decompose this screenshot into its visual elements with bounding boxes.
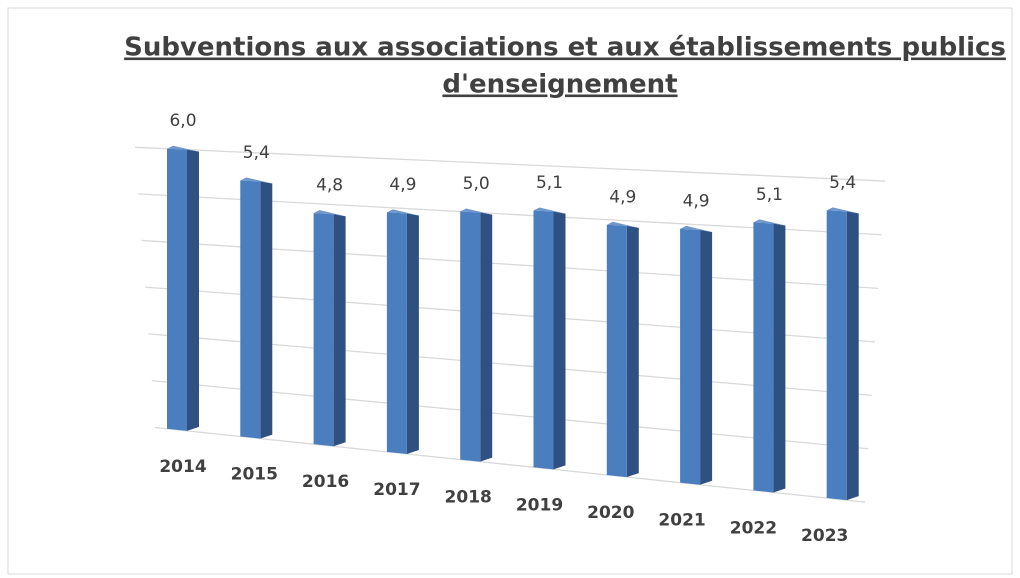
bar-face bbox=[240, 180, 261, 439]
value-label: 5,4 bbox=[829, 173, 856, 193]
value-label: 4,8 bbox=[316, 176, 343, 196]
grid-line bbox=[134, 146, 886, 182]
x-tick-label: 2018 bbox=[445, 488, 492, 508]
value-label: 5,1 bbox=[536, 173, 563, 193]
bar-face bbox=[773, 223, 786, 493]
x-tick-label: 2023 bbox=[801, 526, 848, 546]
bar bbox=[753, 219, 786, 493]
bar-face bbox=[386, 212, 407, 454]
bar-face bbox=[753, 222, 774, 493]
value-label: 5,4 bbox=[243, 143, 270, 163]
value-label: 4,9 bbox=[389, 175, 416, 195]
bar-face bbox=[826, 210, 847, 501]
x-tick-label: 2020 bbox=[587, 503, 634, 523]
bar-face bbox=[460, 211, 481, 462]
chart-title: d'enseignement bbox=[442, 70, 677, 100]
value-label: 4,9 bbox=[609, 187, 636, 207]
bar bbox=[313, 210, 346, 447]
bar-face bbox=[626, 225, 639, 478]
bar-face bbox=[260, 181, 273, 439]
bar-face bbox=[167, 145, 199, 152]
chart-title: Subventions aux associations et aux étab… bbox=[124, 33, 1006, 63]
bar bbox=[533, 207, 566, 470]
bar-face bbox=[480, 212, 493, 462]
bar-face bbox=[753, 219, 786, 226]
bar-face bbox=[313, 213, 334, 447]
bar-face bbox=[680, 225, 713, 232]
bar-face bbox=[313, 210, 346, 217]
bar-face bbox=[167, 148, 187, 431]
bar-face bbox=[460, 208, 493, 215]
bar-face bbox=[680, 228, 701, 485]
bar bbox=[826, 207, 859, 501]
grid-line bbox=[154, 426, 866, 503]
bar-face bbox=[846, 211, 859, 501]
x-tick-label: 2019 bbox=[516, 495, 563, 515]
x-tick-label: 2021 bbox=[658, 511, 705, 531]
bar bbox=[386, 209, 419, 454]
bar-face bbox=[333, 214, 346, 447]
bar-face bbox=[187, 149, 199, 431]
bar-face bbox=[553, 211, 566, 470]
x-tick-label: 2016 bbox=[302, 472, 349, 492]
value-label: 5,1 bbox=[756, 185, 783, 205]
bar bbox=[167, 145, 199, 431]
bar-face bbox=[386, 209, 419, 216]
x-tick-label: 2017 bbox=[373, 480, 420, 500]
x-tick-label: 2015 bbox=[231, 465, 278, 485]
bar-face bbox=[606, 221, 639, 228]
bar bbox=[240, 177, 273, 439]
bar bbox=[460, 208, 493, 462]
bar bbox=[606, 221, 639, 478]
x-tick-label: 2014 bbox=[159, 457, 206, 477]
bar-face bbox=[826, 207, 859, 214]
bar-face bbox=[700, 229, 713, 485]
x-tick-label: 2022 bbox=[730, 518, 777, 538]
bar bbox=[680, 225, 713, 485]
value-label: 5,0 bbox=[463, 174, 490, 194]
bar-face bbox=[533, 210, 554, 470]
value-label: 6,0 bbox=[169, 111, 196, 131]
bar-face bbox=[533, 207, 566, 214]
value-label: 4,9 bbox=[683, 191, 710, 211]
bar-face bbox=[606, 224, 627, 478]
bar-face bbox=[406, 213, 419, 454]
bar-face bbox=[240, 177, 273, 184]
